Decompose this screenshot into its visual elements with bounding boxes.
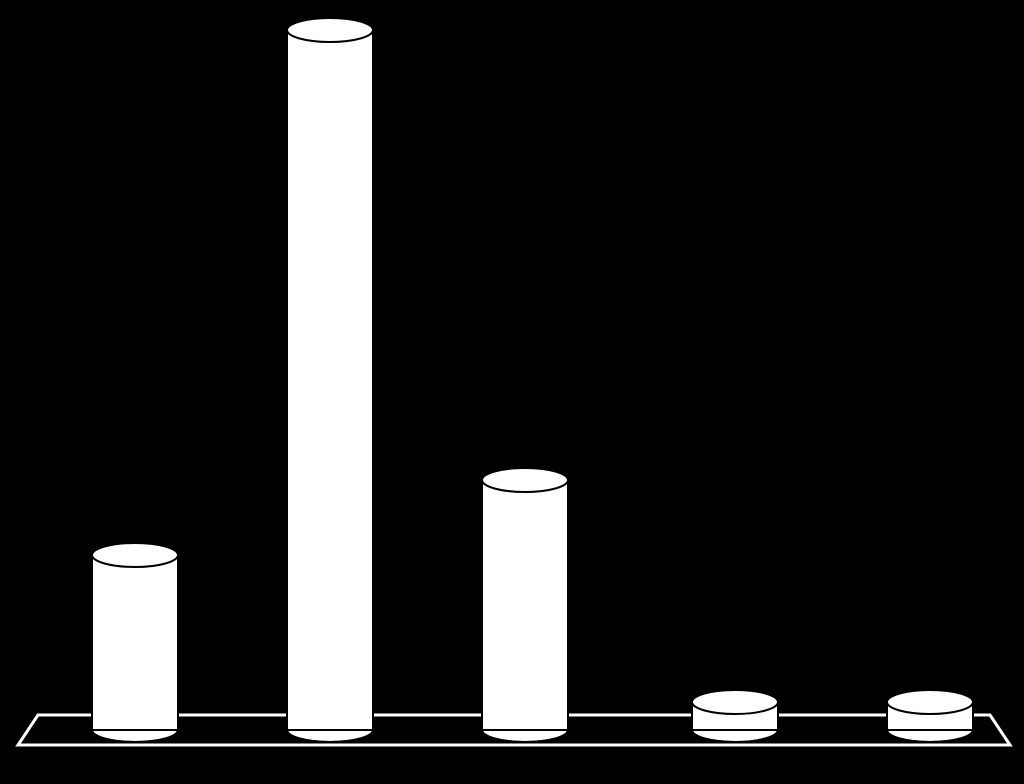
bar-2 xyxy=(287,18,373,742)
bar-3 xyxy=(482,468,568,742)
bar-5 xyxy=(887,690,973,742)
bar-4 xyxy=(692,690,778,742)
cylinder-bar-chart xyxy=(0,0,1024,784)
bar-1 xyxy=(92,543,178,742)
